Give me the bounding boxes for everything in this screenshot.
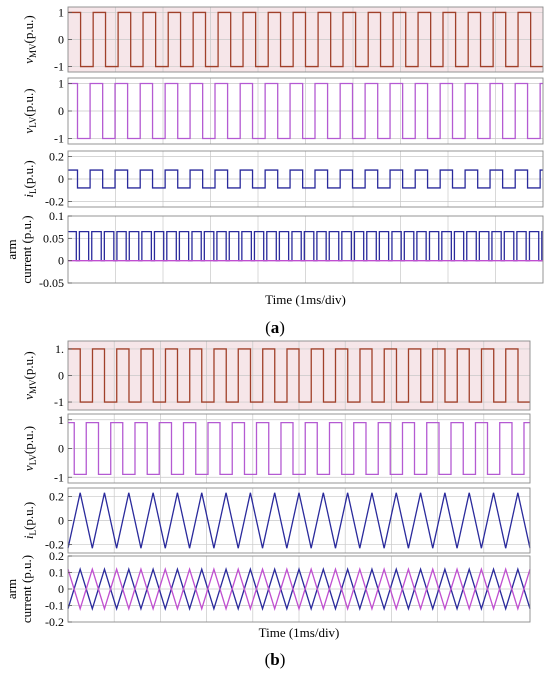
y-axis-label-symbol: v [21, 465, 36, 471]
series-line-1 [68, 230, 543, 262]
y-axis-label-subscript: MV [28, 379, 38, 394]
subplot-3: 0.2 0 -0.2 iL(p.u.) [21, 150, 544, 208]
y-axis-label-symbol: v [21, 128, 36, 134]
subplot-2: 1 0 -1 vLV(p.u.) [21, 77, 544, 146]
x-axis-label: Time (1ms/div) [259, 625, 340, 640]
y-axis-label-subscript: LV [28, 116, 38, 128]
subplot-4: 0.1 0.05 0 -0.05 armcurrent (p.u.) [4, 209, 544, 290]
y-axis-label-subscript: MV [28, 43, 38, 58]
panel-b-group: 1.0-1vMV(p.u.)10-1vLV(p.u.)0.20-0.2iL(p.… [4, 340, 531, 640]
y-tick-label: 0 [58, 172, 64, 186]
y-axis-label-subscript: LV [28, 454, 38, 466]
y-tick-label: 0 [58, 582, 64, 596]
subplot-4: 0.2 0.1 0 -0.1 -0.2 armcurrent (p.u.) [4, 549, 531, 629]
y-axis-label-subscript: L [28, 189, 38, 195]
y-tick-label: -1 [54, 470, 64, 484]
panel-b-caption-suffix: ) [279, 650, 286, 669]
series-line-2 [67, 566, 531, 612]
y-axis-label-unit: (p.u.) [21, 351, 36, 379]
series-line-1 [68, 169, 543, 189]
series-line-1 [67, 566, 531, 612]
y-axis-label-subscript: L [28, 530, 38, 536]
panel-a-caption: (a) [0, 318, 550, 338]
panel-b-caption-prefix: ( [264, 650, 271, 669]
y-tick-label: -1 [54, 132, 64, 146]
y-axis-label-symbol: v [21, 58, 36, 64]
y-tick-label: -0.2 [45, 194, 64, 208]
y-axis-label: iL(p.u.) [21, 160, 38, 197]
y-tick-label: 0.2 [49, 489, 64, 503]
series-line-1 [68, 421, 530, 476]
y-tick-label: 0 [58, 254, 64, 268]
series-line-1 [68, 82, 543, 140]
y-axis-label-line: current (p.u.) [19, 215, 34, 283]
y-axis-label-unit: (p.u.) [21, 426, 36, 454]
y-tick-label: 1. [55, 342, 64, 356]
y-axis-label-unit: (p.u.) [21, 502, 36, 530]
y-axis-label: iL(p.u.) [21, 502, 38, 539]
series-line-1 [68, 348, 530, 403]
subplot-3: 0.2 0 -0.2 iL(p.u.) [21, 487, 531, 554]
subplot-1: 1. 0 -1 vMV(p.u.) [21, 340, 531, 411]
y-tick-label: -0.2 [45, 538, 64, 552]
panel-a-caption-letter: a [270, 318, 280, 337]
y-tick-label: 0.1 [49, 209, 64, 223]
y-axis-label: vMV(p.u.) [21, 15, 38, 63]
y-axis-label-line: arm [4, 579, 19, 599]
series-line-1 [67, 492, 531, 549]
subplot-2: 1 0 -1 vLV(p.u.) [21, 413, 531, 484]
y-tick-label: 0 [58, 369, 64, 383]
y-axis-label-unit: (p.u.) [21, 15, 36, 43]
y-axis-label: vMV(p.u.) [21, 351, 38, 399]
y-tick-label: 0 [58, 442, 64, 456]
panel-b-caption-letter: b [270, 650, 280, 669]
y-axis-label-line: current (p.u.) [19, 555, 34, 623]
y-tick-label: -1 [54, 60, 64, 74]
y-tick-label: 0.2 [49, 549, 64, 563]
y-axis-label: armcurrent (p.u.) [4, 215, 34, 283]
plot-frame [67, 215, 544, 284]
y-axis-label-symbol: i [21, 194, 36, 198]
y-axis-label-unit: (p.u.) [21, 88, 36, 116]
y-tick-label: 0 [58, 33, 64, 47]
subplot-1: 1 0 -1 vMV(p.u.) [21, 5, 544, 74]
y-tick-label: 0 [58, 104, 64, 118]
y-tick-label: -0.2 [45, 615, 64, 629]
y-tick-label: 1 [58, 413, 64, 427]
y-tick-label: 0.2 [49, 150, 64, 164]
y-axis-label-symbol: i [21, 535, 36, 539]
y-tick-label: -0.1 [45, 599, 64, 613]
y-tick-label: 0.1 [49, 566, 64, 580]
y-axis-label: vLV(p.u.) [21, 88, 38, 133]
y-tick-label: -1 [54, 395, 64, 409]
panel-a-caption-prefix: ( [265, 318, 271, 337]
panel-a-group: 10-1vMV(p.u.)10-1vLV(p.u.)0.20-0.2iL(p.u… [4, 5, 544, 307]
y-axis-label: vLV(p.u.) [21, 426, 38, 471]
x-axis-label: Time (1ms/div) [265, 292, 346, 307]
panel-b-caption: (b) [0, 650, 550, 670]
y-tick-label: 0.05 [43, 231, 64, 245]
y-axis-label: armcurrent (p.u.) [4, 555, 34, 623]
y-tick-label: 0 [58, 514, 64, 528]
y-tick-label: 1 [58, 77, 64, 91]
y-tick-label: -0.05 [39, 276, 64, 290]
y-axis-label-unit: (p.u.) [21, 160, 36, 188]
series-line-1 [68, 11, 543, 68]
y-axis-label-symbol: v [21, 394, 36, 400]
panel-a-caption-suffix: ) [279, 318, 285, 337]
y-axis-label-line: arm [4, 239, 19, 259]
y-tick-label: 1 [58, 5, 64, 19]
